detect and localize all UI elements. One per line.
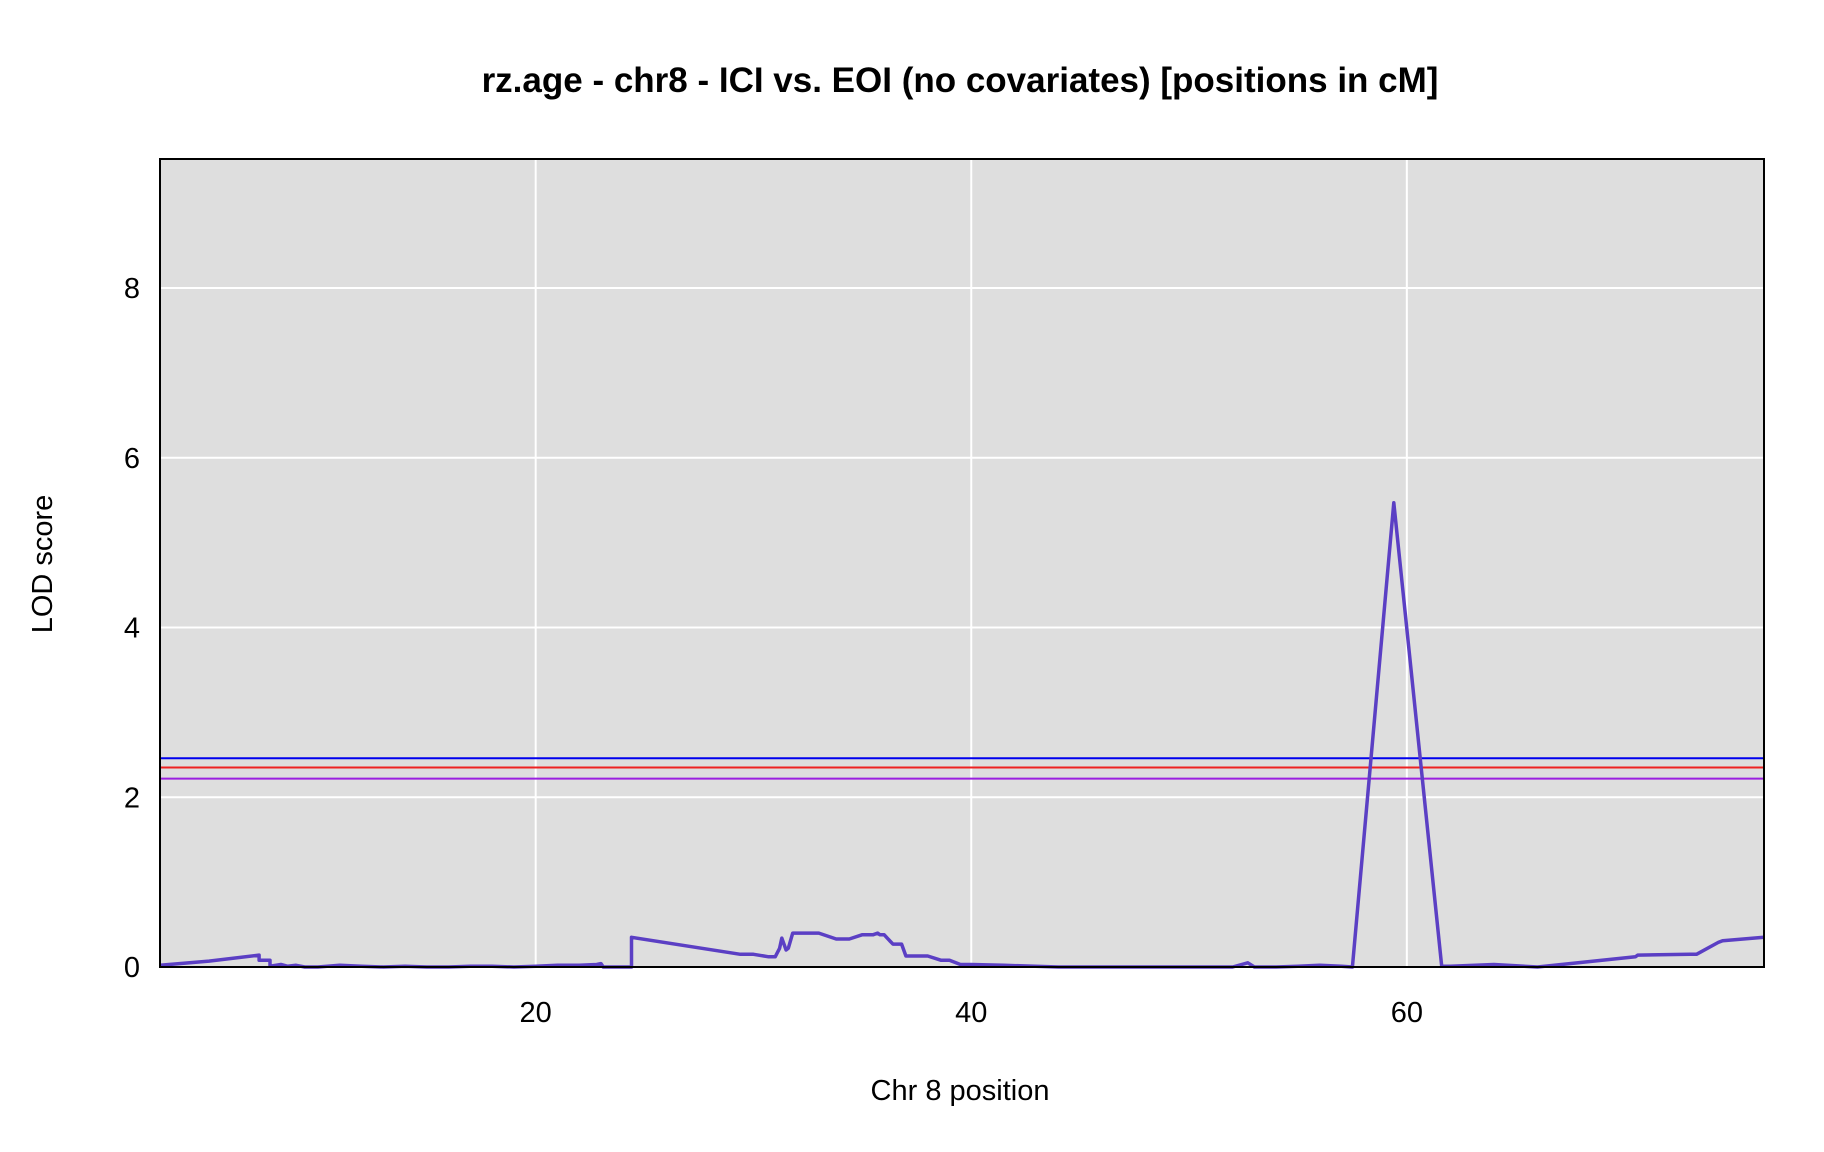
chart-title: rz.age - chr8 - ICI vs. EOI (no covariat… [482, 61, 1439, 100]
plot-border [159, 158, 1765, 968]
plot-area: 20 40 60 0 2 4 6 8 [124, 158, 1765, 1029]
y-tick-label: 2 [124, 782, 140, 814]
x-tick-label: 20 [520, 997, 552, 1029]
y-tick-label: 8 [124, 273, 140, 305]
x-axis-label: Chr 8 position [871, 1075, 1050, 1107]
x-tick-label: 40 [955, 997, 987, 1029]
y-tick-label: 6 [124, 443, 140, 475]
y-tick-label: 0 [124, 952, 140, 984]
y-tick-label: 4 [124, 613, 140, 645]
y-axis-label: LOD score [27, 495, 59, 634]
plot-background [160, 159, 1764, 967]
x-tick-label: 60 [1391, 997, 1423, 1029]
